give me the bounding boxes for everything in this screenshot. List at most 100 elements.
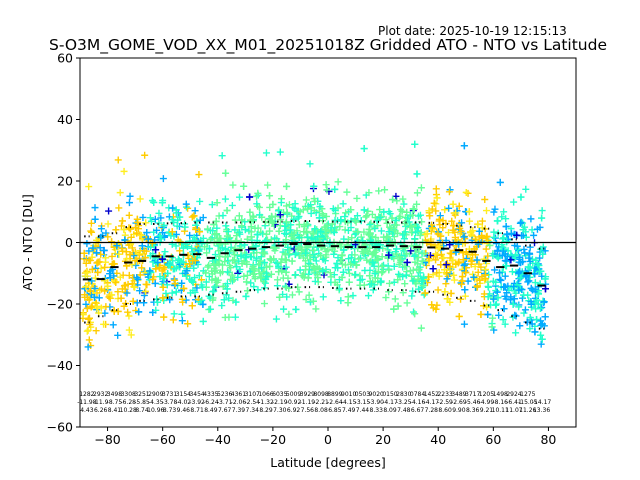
y-tick-label: 60 [57,51,73,66]
scatter-point [385,266,393,274]
scatter-point [276,211,284,219]
bin-stat-std: 8.33 [370,407,384,414]
scatter-point [311,277,319,285]
scatter-point [467,229,475,237]
scatter-point [91,215,99,223]
scatter-point [188,302,196,310]
bin-stat-count: 2233 [437,391,452,398]
bin-stat-mean: -2.64 [327,399,343,406]
scatter-point [157,214,165,222]
scatter-point [160,313,168,321]
scatter-point [518,294,526,302]
scatter-point [414,253,422,261]
scatter-point [88,228,96,236]
scatter-point [494,254,502,262]
scatter-point [461,260,469,268]
scatter-point [138,242,146,250]
scatter-point [531,279,539,287]
scatter-point [280,305,288,313]
scatter-point [229,256,237,264]
scatter-point [136,287,144,295]
scatter-point [481,196,489,204]
scatter-point [317,252,325,260]
scatter-point [319,267,327,275]
scatter-point [148,239,156,247]
bin-stat-count: 8899 [327,391,342,398]
bin-stat-std: 6.67 [411,407,425,414]
scatter-point [114,307,122,315]
scatter-point [514,280,522,288]
bin-stat-std: 11.26 [519,407,536,414]
scatter-point [192,258,200,266]
scatter-point [501,250,509,258]
scatter-point [221,195,229,203]
scatter-point [502,223,510,231]
scatter-point [446,249,454,257]
bin-stat-std: 9.21 [480,407,494,414]
scatter-point [344,293,352,301]
scatter-point [539,250,547,258]
scatter-point [92,299,100,307]
scatter-point [139,213,147,221]
scatter-point [250,213,258,221]
scatter-point [527,300,535,308]
bin-stat-count: 1282 [79,391,94,398]
scatter-point [115,204,123,212]
scatter-point [510,295,518,303]
scatter-point [470,273,478,281]
scatter-point [294,245,302,253]
scatter-point [288,257,296,265]
scatter-point [247,253,255,261]
scatter-point [511,311,519,319]
scatter-point [158,267,166,275]
scatter-point [341,261,349,269]
scatter-point [302,249,310,257]
scatter-point [390,305,398,313]
scatter-point [126,192,134,200]
scatter-point [473,283,481,291]
scatter-point [276,148,284,156]
bin-stat-count: 1275 [520,391,535,398]
bin-stat-mean: -2.06 [231,399,247,406]
scatter-point [288,291,296,299]
scatter-point [393,221,401,229]
scatter-point [246,208,254,216]
scatter-point [101,309,109,317]
scatter-point [536,254,544,262]
scatter-point [507,229,515,237]
scatter-point [142,287,150,295]
scatter-point [439,217,447,225]
scatter-point [371,225,379,233]
bin-stat-std: 13.36 [533,407,550,414]
y-tick-label: −20 [47,297,73,312]
scatter-point [266,227,274,235]
scatter-point [178,310,186,318]
scatter-point [83,327,91,335]
scatter-point [441,206,449,214]
scatter-point [494,294,502,302]
scatter-point [97,250,105,258]
scatter-point [117,294,125,302]
scatter-point [369,258,377,266]
scatter-point [449,226,457,234]
scatter-point [132,261,140,269]
scatter-point [496,275,504,283]
scatter-point [538,214,546,222]
scatter-point [491,234,499,242]
scatter-point [440,254,448,262]
scatter-point [392,192,400,200]
scatter-point [508,268,516,276]
scatter-point [365,189,373,197]
scatter-point [353,194,361,202]
scatter-point [519,258,527,266]
scatter-point [344,226,352,234]
scatter-point [131,249,139,257]
scatter-point [225,294,233,302]
scatter-point [523,318,531,326]
scatter-point [541,313,549,321]
scatter-point [503,238,511,246]
scatter-point [463,255,471,263]
scatter-point [294,214,302,222]
scatter-point [516,267,524,275]
scatter-point [308,234,316,242]
